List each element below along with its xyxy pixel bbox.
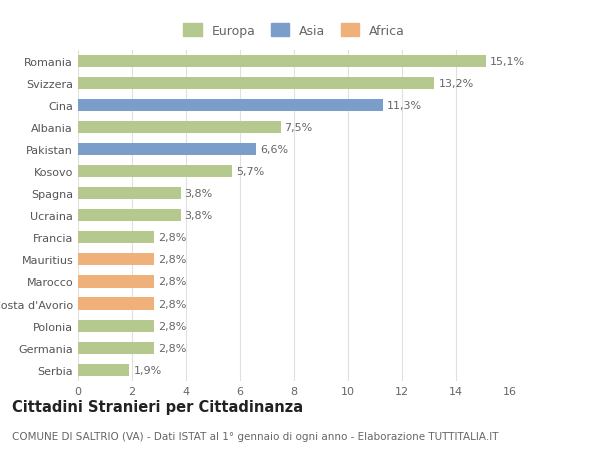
Bar [78, 188, 181, 200]
Text: 2,8%: 2,8% [158, 343, 186, 353]
Text: 3,8%: 3,8% [185, 189, 213, 199]
Bar [78, 320, 154, 332]
Text: 2,8%: 2,8% [158, 321, 186, 331]
Bar [78, 122, 281, 134]
Bar [78, 166, 232, 178]
Text: 11,3%: 11,3% [387, 101, 422, 111]
Bar [78, 254, 154, 266]
Bar [78, 232, 154, 244]
Text: 5,7%: 5,7% [236, 167, 264, 177]
Bar [78, 210, 181, 222]
Text: 7,5%: 7,5% [284, 123, 313, 133]
Bar [78, 144, 256, 156]
Text: 1,9%: 1,9% [133, 365, 161, 375]
Text: 3,8%: 3,8% [185, 211, 213, 221]
Text: 2,8%: 2,8% [158, 233, 186, 243]
Bar [78, 342, 154, 354]
Text: 13,2%: 13,2% [439, 78, 474, 89]
Bar [78, 364, 130, 376]
Text: Cittadini Stranieri per Cittadinanza: Cittadini Stranieri per Cittadinanza [12, 399, 303, 414]
Text: 2,8%: 2,8% [158, 277, 186, 287]
Bar [78, 78, 434, 90]
Bar [78, 56, 486, 67]
Bar [78, 276, 154, 288]
Text: 2,8%: 2,8% [158, 255, 186, 265]
Bar [78, 100, 383, 112]
Legend: Europa, Asia, Africa: Europa, Asia, Africa [183, 24, 405, 38]
Text: 15,1%: 15,1% [490, 56, 525, 67]
Text: 2,8%: 2,8% [158, 299, 186, 309]
Bar [78, 298, 154, 310]
Text: COMUNE DI SALTRIO (VA) - Dati ISTAT al 1° gennaio di ogni anno - Elaborazione TU: COMUNE DI SALTRIO (VA) - Dati ISTAT al 1… [12, 431, 499, 442]
Text: 6,6%: 6,6% [260, 145, 289, 155]
